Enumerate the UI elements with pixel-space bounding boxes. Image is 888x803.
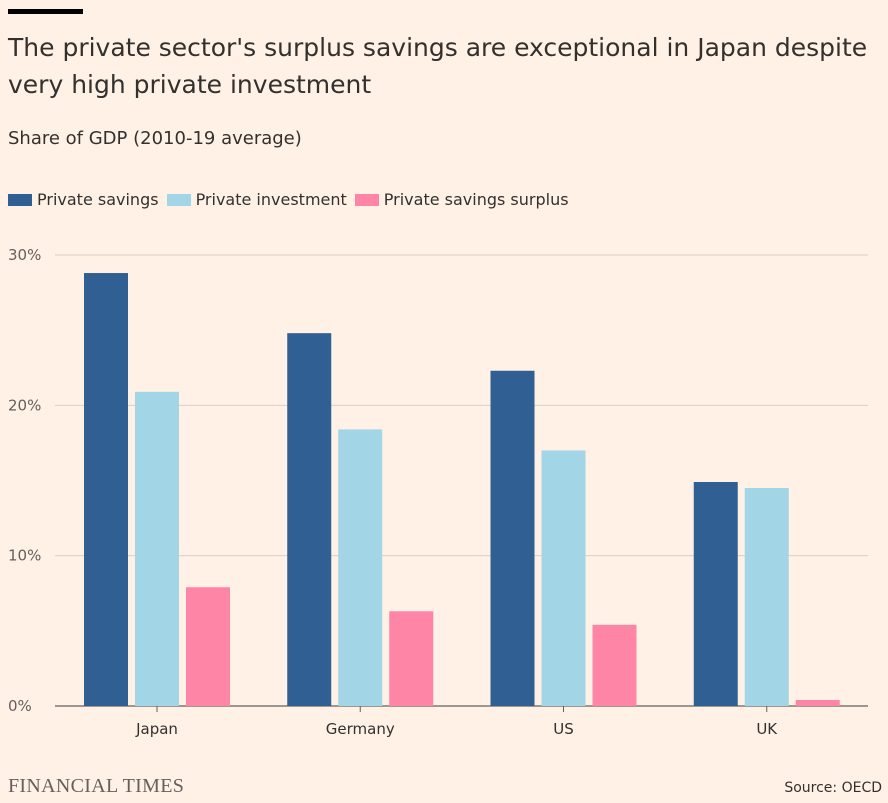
source-note: Source: OECD [784, 780, 882, 796]
bar-germany-private-investment [338, 429, 383, 706]
bar-us-private-savings [490, 370, 535, 706]
y-tick-label: 30% [8, 246, 41, 264]
legend-swatch-private-investment [166, 193, 191, 206]
bar-japan-private-savings [84, 273, 128, 706]
legend-label-private-savings-surplus: Private savings surplus [383, 190, 569, 209]
legend-swatch-private-savings-surplus [354, 193, 379, 206]
y-tick-label: 20% [8, 396, 41, 414]
legend-swatch-private-savings [8, 193, 32, 206]
bar-germany-private-savings-surplus [389, 611, 434, 706]
legend-label-private-investment: Private investment [195, 190, 347, 209]
y-tick-label: 0% [8, 697, 32, 715]
bar-japan-private-savings-surplus [186, 587, 230, 706]
chart-subtitle: Share of GDP (2010-19 average) [8, 128, 302, 149]
legend-item-private-investment: Private investment [166, 190, 347, 209]
x-tick-label: Germany [326, 720, 395, 738]
bar-chart: 0% 10% 20% 30% Japan Germany US UK [8, 246, 868, 738]
ft-logo-text: FINANCIAL TIMES [8, 775, 185, 797]
bar-germany-private-savings [287, 333, 332, 706]
bar-uk-private-investment [744, 488, 789, 706]
legend: Private savings Private investment Priva… [8, 190, 577, 209]
x-tick-label: UK [756, 720, 778, 738]
legend-item-private-savings: Private savings [8, 190, 159, 209]
bar-uk-private-savings-surplus [795, 699, 840, 706]
bar-uk-private-savings [693, 482, 738, 706]
bar-us-private-savings-surplus [592, 624, 637, 706]
legend-label-private-savings: Private savings [37, 190, 159, 209]
x-tick-label: Japan [135, 720, 178, 738]
y-tick-label: 10% [8, 547, 41, 565]
bar-us-private-investment [541, 450, 586, 706]
bar-japan-private-investment [135, 391, 179, 706]
header-rule [8, 9, 83, 14]
x-tick-label: US [553, 720, 574, 738]
chart-title: The private sector's surplus savings are… [8, 33, 868, 99]
legend-item-private-savings-surplus: Private savings surplus [354, 190, 569, 209]
